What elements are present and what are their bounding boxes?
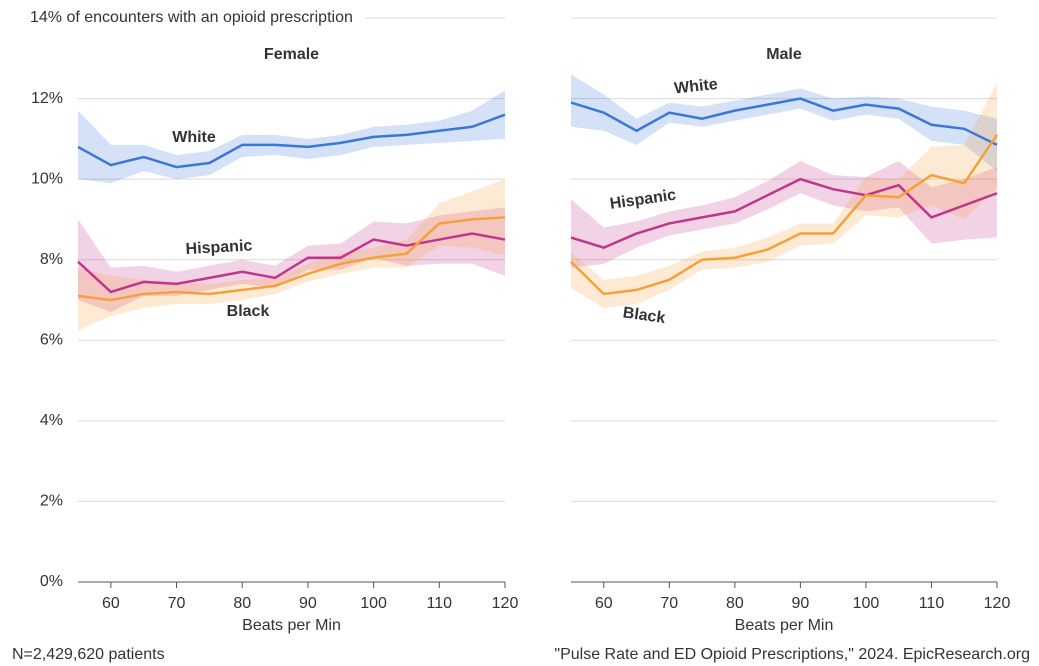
x-axis-label: Beats per Min <box>242 617 341 634</box>
confidence-band <box>571 74 997 172</box>
series-label: Hispanic <box>185 237 253 257</box>
x-axis-label: Beats per Min <box>735 617 834 634</box>
x-tick-label: 90 <box>299 595 317 612</box>
x-tick-label: 90 <box>791 595 809 612</box>
panel-title: Male <box>766 46 802 63</box>
x-tick-label: 100 <box>360 595 387 612</box>
x-tick-label: 80 <box>726 595 744 612</box>
series-line <box>77 113 506 169</box>
x-tick-label: 120 <box>492 595 519 612</box>
confidence-band <box>571 82 997 309</box>
series-line <box>77 216 506 302</box>
y-tick-label: 4% <box>40 412 63 429</box>
y-tick-label: 2% <box>40 493 63 510</box>
y-tick-label: 8% <box>40 251 63 268</box>
series-line <box>570 177 998 249</box>
series-label: Hispanic <box>609 187 678 213</box>
y-tick-label: 0% <box>40 573 63 590</box>
y-tick-label: 6% <box>40 332 63 349</box>
y-tick-label: 12% <box>31 90 63 107</box>
x-tick-label: 120 <box>984 595 1011 612</box>
series-label: White <box>172 129 216 146</box>
x-tick-label: 80 <box>233 595 251 612</box>
sample-note: N=2,429,620 patients <box>12 646 165 663</box>
confidence-band <box>78 207 505 313</box>
y-tick-label: 10% <box>31 170 63 187</box>
y-tick-label: 14% of encounters with an opioid prescri… <box>30 9 353 26</box>
x-tick-label: 60 <box>102 595 120 612</box>
series-line <box>570 134 999 296</box>
x-tick-label: 100 <box>853 595 880 612</box>
series-label: Black <box>227 303 270 320</box>
series-label: Black <box>622 304 667 327</box>
x-tick-label: 70 <box>660 595 678 612</box>
x-tick-label: 70 <box>168 595 186 612</box>
series-label: White <box>673 76 718 97</box>
x-tick-label: 60 <box>595 595 613 612</box>
confidence-band <box>78 90 505 184</box>
x-tick-label: 110 <box>919 595 945 612</box>
series-line <box>77 232 506 294</box>
panel-title: Female <box>264 46 319 63</box>
x-tick-label: 110 <box>427 595 453 612</box>
source-note: "Pulse Rate and ED Opioid Prescriptions,… <box>554 646 1030 663</box>
series-line <box>570 97 998 147</box>
